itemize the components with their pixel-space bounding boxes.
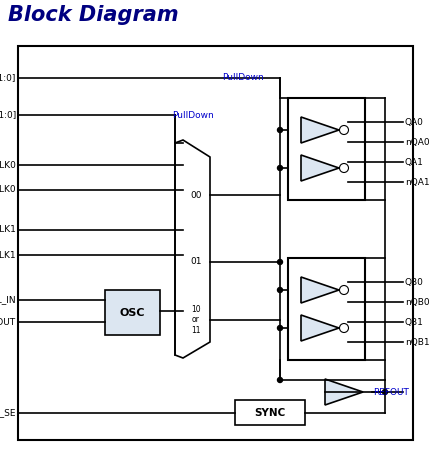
- Circle shape: [339, 164, 348, 172]
- Text: XTAL_IN: XTAL_IN: [0, 296, 16, 305]
- Text: REF_SEL[1:0]: REF_SEL[1:0]: [0, 111, 16, 119]
- Text: SMODE[1:0]: SMODE[1:0]: [0, 73, 16, 83]
- Text: QA0: QA0: [404, 118, 423, 126]
- Text: CLK0: CLK0: [0, 160, 16, 170]
- Circle shape: [339, 285, 348, 295]
- Polygon shape: [175, 140, 209, 358]
- Polygon shape: [324, 379, 362, 405]
- Bar: [234, 400, 304, 425]
- Text: OE_SE: OE_SE: [0, 408, 16, 418]
- Text: 10
or
11: 10 or 11: [191, 305, 200, 335]
- Text: XTAL_OUT: XTAL_OUT: [0, 318, 16, 326]
- Text: SYNC: SYNC: [254, 408, 285, 418]
- Text: 00: 00: [190, 190, 201, 200]
- Text: nQA1: nQA1: [404, 177, 429, 187]
- Text: QB1: QB1: [404, 318, 423, 326]
- Circle shape: [277, 288, 282, 292]
- Bar: [287, 258, 364, 360]
- Polygon shape: [300, 315, 338, 341]
- Circle shape: [277, 128, 282, 132]
- Text: OSC: OSC: [120, 307, 145, 318]
- Polygon shape: [300, 117, 338, 143]
- Bar: [18, 46, 412, 440]
- Text: PullDown: PullDown: [172, 111, 213, 119]
- Bar: [287, 98, 364, 200]
- Circle shape: [277, 378, 282, 383]
- Text: 01: 01: [190, 258, 201, 266]
- Text: REFOUT: REFOUT: [372, 388, 408, 396]
- Text: PullDown: PullDown: [221, 73, 263, 83]
- Text: QA1: QA1: [404, 158, 423, 166]
- Text: nQB0: nQB0: [404, 297, 429, 307]
- Circle shape: [277, 325, 282, 331]
- Circle shape: [339, 125, 348, 135]
- Polygon shape: [300, 155, 338, 181]
- Circle shape: [277, 165, 282, 171]
- Text: CLK1: CLK1: [0, 225, 16, 235]
- Polygon shape: [300, 277, 338, 303]
- Text: nQB1: nQB1: [404, 337, 429, 347]
- Circle shape: [381, 390, 387, 395]
- Text: QB0: QB0: [404, 278, 423, 286]
- Circle shape: [277, 260, 282, 265]
- Text: Block Diagram: Block Diagram: [8, 5, 178, 25]
- Text: nQA0: nQA0: [404, 137, 429, 147]
- Circle shape: [339, 324, 348, 332]
- Bar: [105, 290, 160, 335]
- Text: nCLK1: nCLK1: [0, 250, 16, 260]
- Text: nCLK0: nCLK0: [0, 185, 16, 195]
